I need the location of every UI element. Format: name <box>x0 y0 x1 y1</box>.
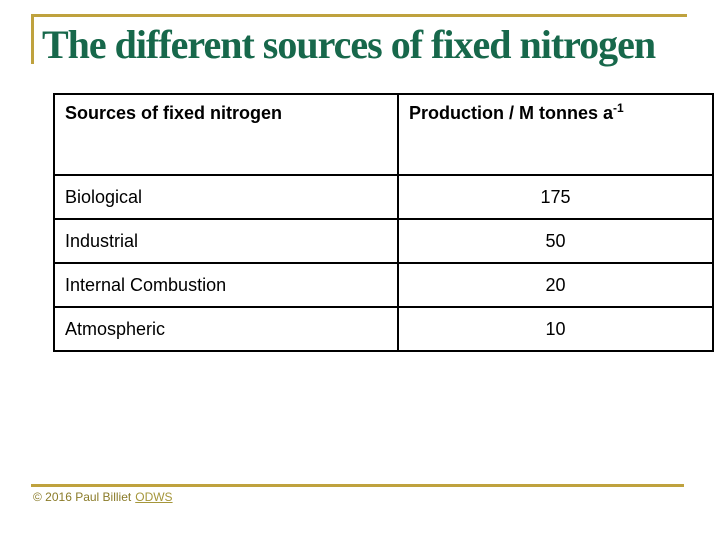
copyright-text: © 2016 Paul Billiet <box>33 490 132 504</box>
page-title: The different sources of fixed nitrogen <box>42 22 656 67</box>
title-top-rule <box>31 14 687 17</box>
odws-link[interactable]: ODWS <box>135 490 173 504</box>
footer: © 2016 Paul Billiet ODWS <box>33 490 173 504</box>
source-label: Industrial <box>53 218 399 264</box>
table-header-row: Sources of fixed nitrogen Production / M… <box>53 93 714 176</box>
table-row: Industrial 50 <box>53 218 714 264</box>
table-row: Atmospheric 10 <box>53 306 714 352</box>
title-left-rule <box>31 14 34 64</box>
production-value: 50 <box>397 218 714 264</box>
column-header-sources: Sources of fixed nitrogen <box>53 93 399 176</box>
production-value: 10 <box>397 306 714 352</box>
column-header-production-superscript: -1 <box>613 101 624 115</box>
column-header-production-text: Production / M tonnes a <box>409 103 614 123</box>
source-label: Atmospheric <box>53 306 399 352</box>
column-header-production: Production / M tonnes a-1 <box>397 93 714 176</box>
footer-rule <box>31 484 684 487</box>
production-value: 20 <box>397 262 714 308</box>
source-label: Biological <box>53 174 399 220</box>
source-label: Internal Combustion <box>53 262 399 308</box>
production-value: 175 <box>397 174 714 220</box>
table-row: Internal Combustion 20 <box>53 262 714 308</box>
table-row: Biological 175 <box>53 174 714 220</box>
fixed-nitrogen-table: Sources of fixed nitrogen Production / M… <box>53 93 714 352</box>
